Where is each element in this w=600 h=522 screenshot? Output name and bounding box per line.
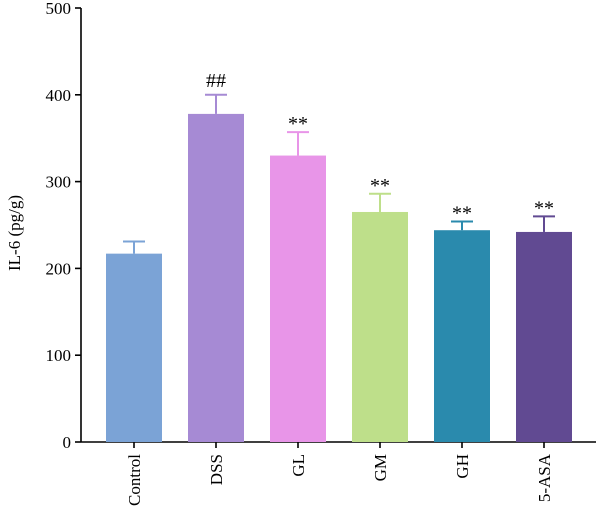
significance-label: ** [370, 175, 390, 197]
significance-label: ** [534, 197, 554, 219]
significance-label: ## [206, 70, 226, 92]
x-tick-label: GH [453, 454, 472, 479]
bar [352, 211, 408, 442]
bar [516, 231, 572, 442]
bars: ## ** ** ** ** [106, 70, 572, 443]
x-tick-label: DSS [207, 454, 226, 485]
significance-label: ** [452, 203, 472, 225]
y-tick-label: 200 [46, 259, 72, 278]
bar [270, 155, 326, 442]
x-tick-label: Control [125, 454, 144, 506]
y-tick-label: 0 [63, 433, 72, 452]
significance-label: ** [288, 113, 308, 135]
bar [188, 113, 244, 443]
y-axis: 0 100 200 300 400 500 [46, 0, 82, 452]
y-tick-label: 500 [46, 0, 72, 18]
bar [106, 253, 162, 442]
x-tick-label: GL [289, 454, 308, 477]
x-tick-label: 5-ASA [535, 453, 554, 502]
y-tick-label: 400 [46, 86, 72, 105]
y-tick-label: 100 [46, 346, 72, 365]
bar [434, 230, 490, 442]
y-axis-title: IL-6 (pg/g) [5, 195, 24, 271]
y-tick-label: 300 [46, 173, 72, 192]
x-axis: Control DSS GL GM GH 5-ASA [81, 441, 596, 506]
x-tick-label: GM [371, 454, 390, 481]
